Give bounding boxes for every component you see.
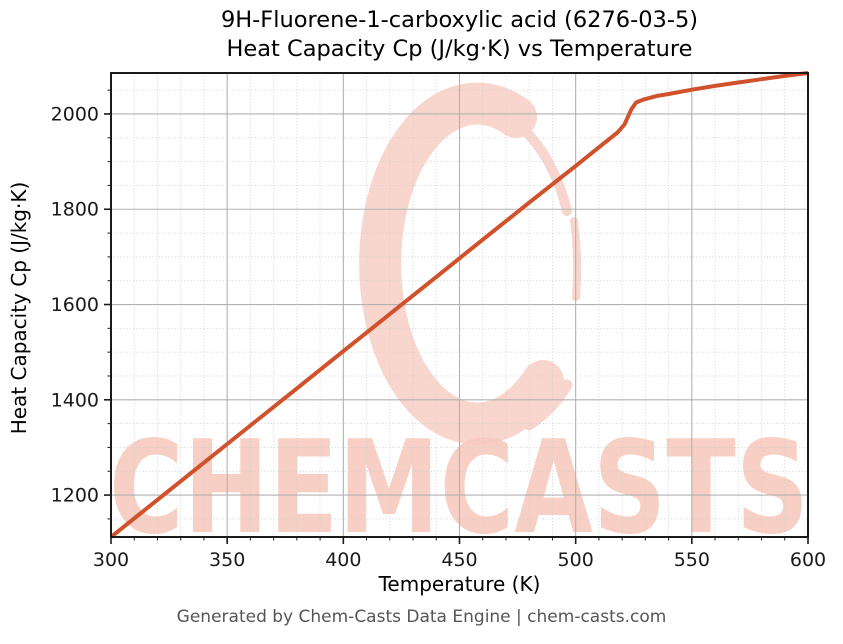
chart-title-line2: Heat Capacity Cp (J/kg·K) vs Temperature [226,36,693,62]
x-tick-label: 450 [441,549,477,571]
y-tick-label: 1600 [51,294,99,316]
footer-attribution: Generated by Chem-Casts Data Engine | ch… [176,607,667,627]
axis-tick-labels: 300 350 400 450 500 550 600 1200 1400 1600 1800 200… [51,103,826,571]
chart-title-line1: 9H-Fluorene-1-carboxylic acid (6276-03-5… [220,7,699,33]
chemcasts-logo-watermark [359,82,582,445]
x-tick-label: 600 [790,549,826,571]
data-line-cp-vs-temperature [109,71,809,539]
y-tick-label: 2000 [51,103,99,125]
x-tick-label: 500 [558,549,594,571]
series-line [109,71,809,539]
y-tick-label: 1200 [51,485,99,507]
y-tick-label: 1800 [51,199,99,221]
x-tick-label: 350 [209,549,245,571]
x-tick-label: 300 [93,549,129,571]
y-tick-label: 1400 [51,389,99,411]
axis-ticks [104,89,809,544]
chart-title: 9H-Fluorene-1-carboxylic acid (6276-03-5… [111,6,808,64]
x-tick-label: 550 [674,549,710,571]
gridlines-major [111,73,808,537]
x-axis-label: Temperature (K) [378,572,541,596]
y-axis-label: Heat Capacity Cp (J/kg·K) [7,181,31,435]
x-tick-label: 400 [325,549,361,571]
